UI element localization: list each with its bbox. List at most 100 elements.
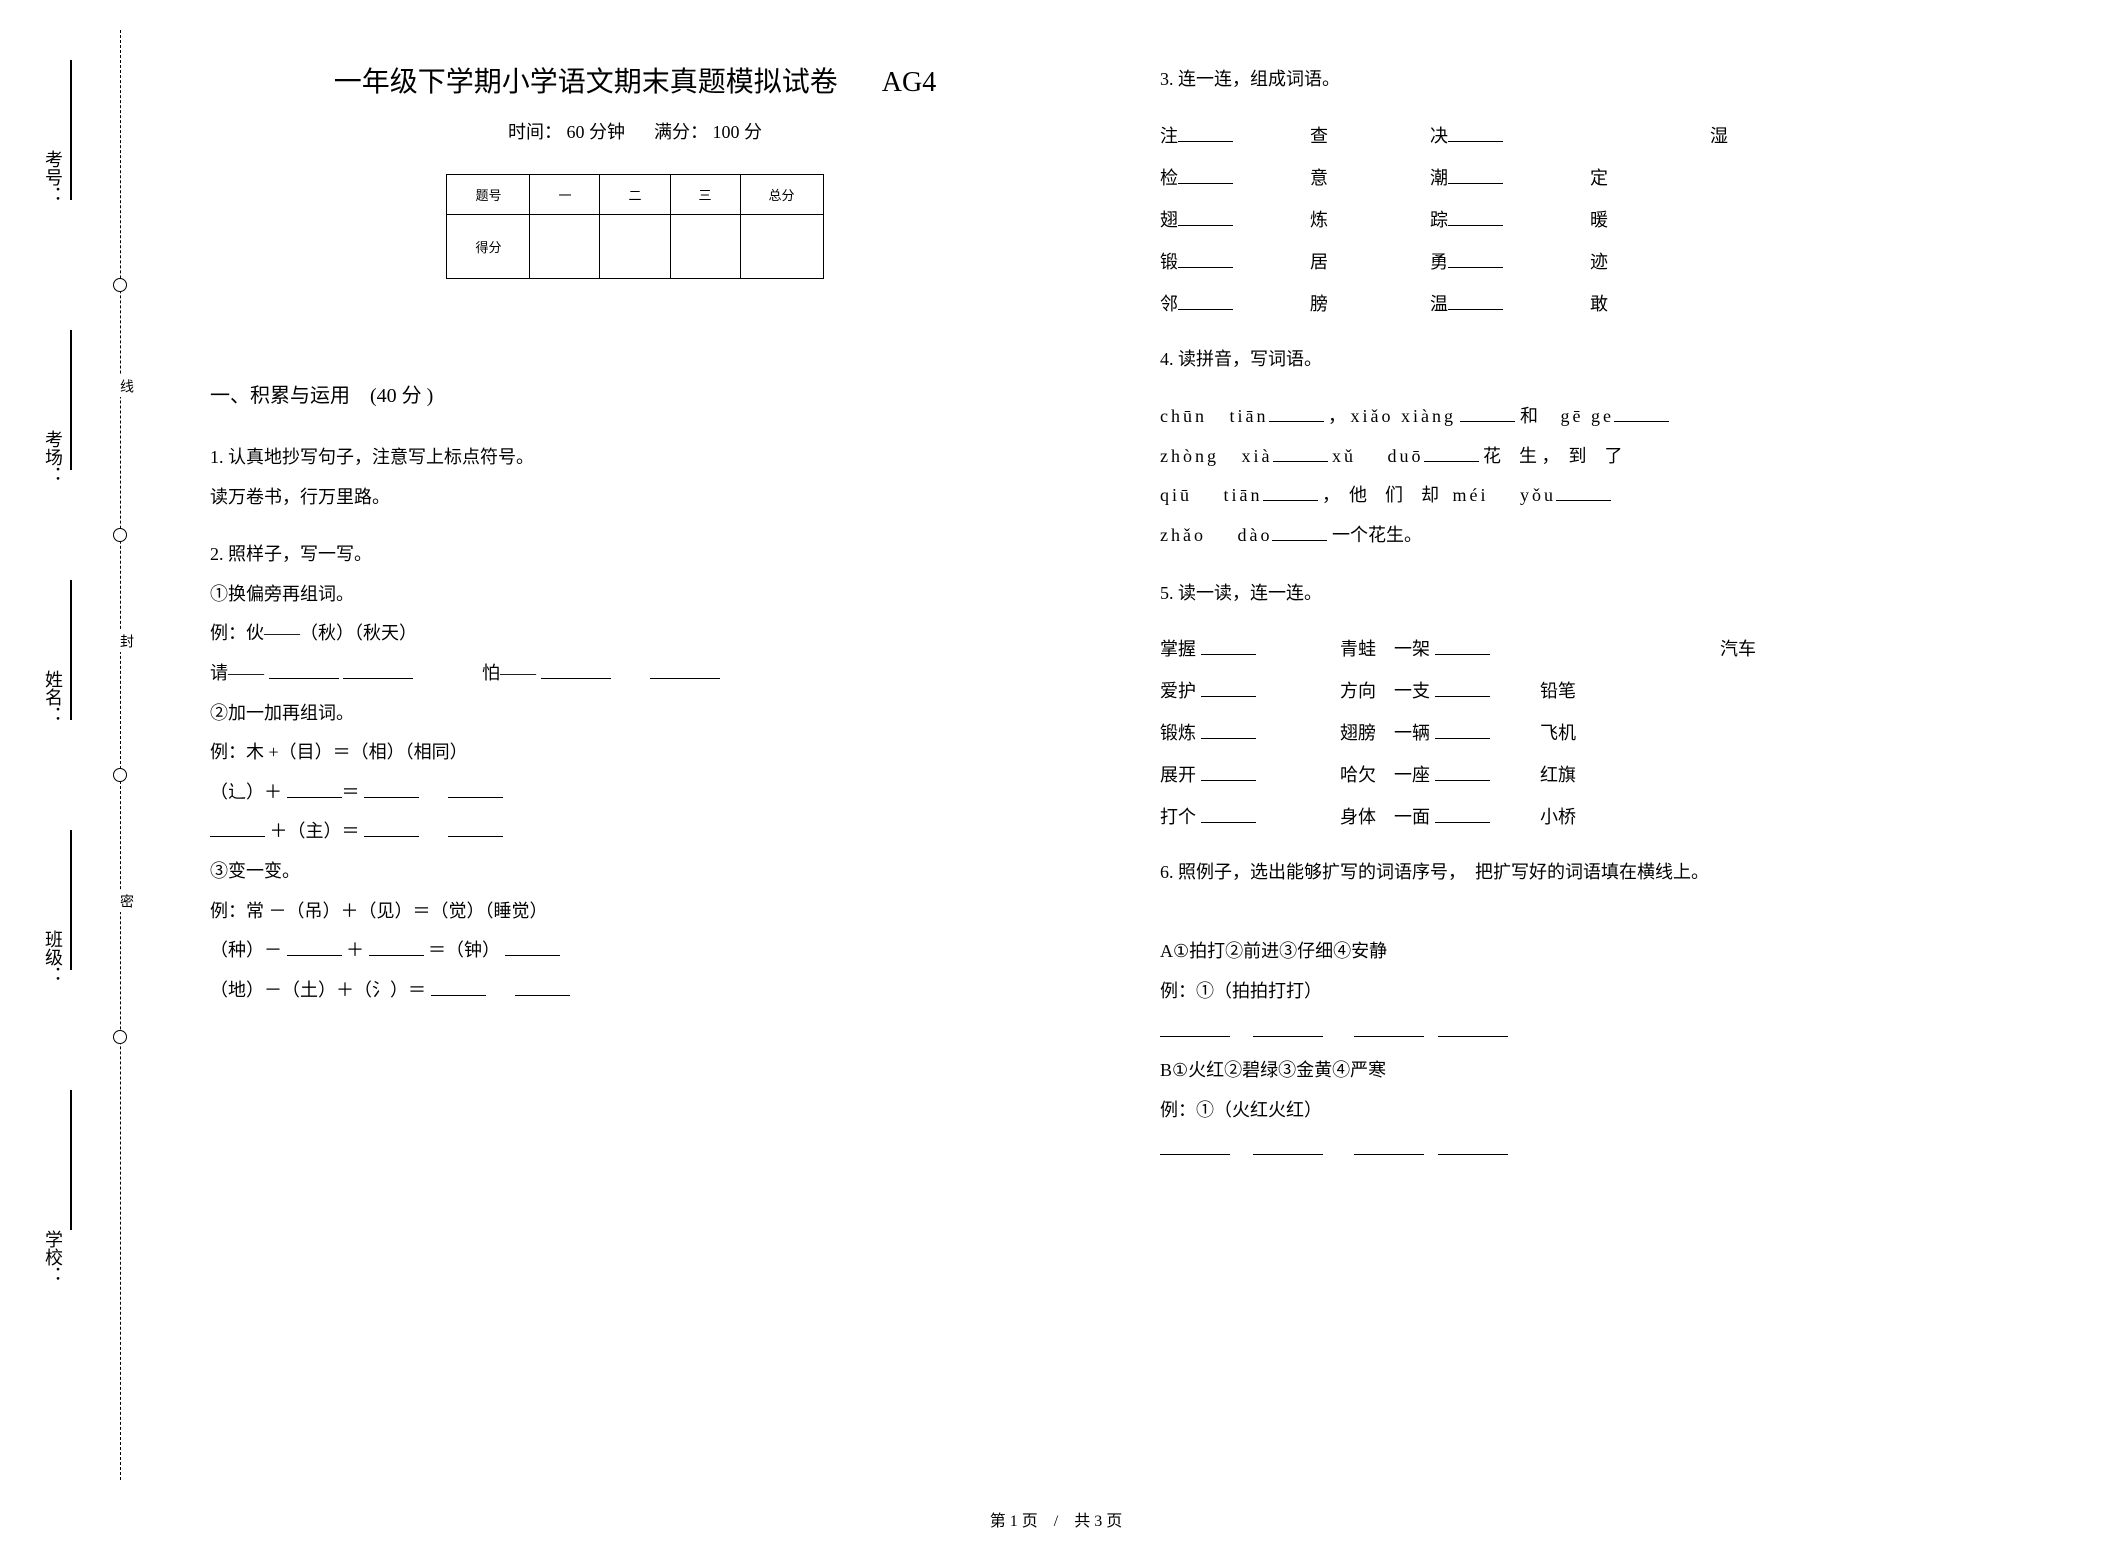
score-h-1: 一 bbox=[530, 175, 600, 215]
q5-r3c0: 展开 bbox=[1160, 757, 1340, 793]
q3-r1c3: 定 bbox=[1590, 160, 1710, 196]
q2: 2. 照样子，写一写。 ①换偏旁再组词。 例：伙——（秋）（秋天） 请—— 怕—… bbox=[210, 535, 1060, 1010]
q5-num: 5. bbox=[1160, 583, 1174, 603]
q3-r0c3: 湿 bbox=[1710, 118, 1830, 154]
q2-p1-a-blank1[interactable] bbox=[269, 661, 339, 679]
q4-l3-c: ， 他 们 却 bbox=[1322, 485, 1439, 505]
exam-code: AG4 bbox=[882, 67, 936, 98]
q6-a-label: A①拍打②前进③仔细④安静 bbox=[1160, 941, 1387, 961]
q2-p3-ex: 例：常 －（吊）＋（见）＝（觉）（睡觉） bbox=[210, 901, 548, 921]
q3-r2c1: 炼 bbox=[1310, 202, 1430, 238]
q4-l1-a: chūn bbox=[1160, 406, 1207, 426]
q6-b-blank1[interactable] bbox=[1160, 1137, 1230, 1155]
q5-r2c2: 飞机 bbox=[1540, 715, 1720, 751]
q2-p2-a-blank2[interactable] bbox=[364, 780, 419, 798]
score-cell-3[interactable] bbox=[670, 215, 740, 279]
q1-prompt: 认真地抄写句子，注意写上标点符号。 bbox=[228, 447, 534, 467]
q2-p1-b-blank2[interactable] bbox=[650, 661, 720, 679]
q1: 1. 认真地抄写句子，注意写上标点符号。 读万卷书，行万里路。 bbox=[210, 438, 1060, 517]
q4-l1-blank1[interactable] bbox=[1269, 404, 1324, 422]
binding-underline-4 bbox=[70, 1090, 72, 1230]
q6-b-blank4[interactable] bbox=[1438, 1137, 1508, 1155]
q6-a-blank2[interactable] bbox=[1253, 1019, 1323, 1037]
section-1-heading: 一、积累与运用 (40 分 ) bbox=[210, 379, 1060, 408]
q5-grid: 掌握 青蛙 一架 汽车 爱护 方向 一支 铅笔 锻炼 翅膀 一辆 飞机 展开 哈… bbox=[1160, 631, 2010, 835]
binding-circle-3 bbox=[113, 1030, 127, 1044]
q2-p1-a-blank2[interactable] bbox=[343, 661, 413, 679]
fold-dashed-line bbox=[120, 30, 121, 1480]
q4-l1-b: tiān bbox=[1230, 406, 1269, 426]
q6-b-blank2[interactable] bbox=[1253, 1137, 1323, 1155]
q3-r1c0: 检 bbox=[1160, 160, 1310, 196]
content-area: 一年级下学期小学语文期末真题模拟试卷 AG4 时间： 60 分钟 满分： 100… bbox=[210, 60, 2060, 1460]
q5-r0c2 bbox=[1540, 631, 1720, 667]
score-header-row: 题号 一 二 三 总分 bbox=[447, 175, 823, 215]
q4-l1-blank3[interactable] bbox=[1614, 404, 1669, 422]
q3-r4c0: 邻 bbox=[1160, 286, 1310, 322]
q4-l4-b: dào bbox=[1237, 525, 1272, 545]
q2-p3-a-blank1[interactable] bbox=[287, 938, 342, 956]
q6-num: 6. bbox=[1160, 862, 1174, 882]
q3-r3c1: 居 bbox=[1310, 244, 1430, 280]
q6-a-blank4[interactable] bbox=[1438, 1019, 1508, 1037]
q5-prompt: 读一读，连一连。 bbox=[1178, 583, 1322, 603]
q2-num: 2. bbox=[210, 544, 224, 564]
q4-l4-blank1[interactable] bbox=[1272, 523, 1327, 541]
q2-p1-b-blank1[interactable] bbox=[541, 661, 611, 679]
q2-p3-a-blank3[interactable] bbox=[505, 938, 560, 956]
q2-p1-ex: 例：伙——（秋）（秋天） bbox=[210, 623, 417, 643]
q3-r3c2: 勇 bbox=[1430, 244, 1590, 280]
q2-p2-a-blank3[interactable] bbox=[448, 780, 503, 798]
score-cell-total[interactable] bbox=[740, 215, 823, 279]
q5-r2c1: 翅膀 一辆 bbox=[1340, 715, 1540, 751]
q3-grid: 注 查 决 湿 检 意 潮 定 翅 炼 踪 暖 锻 居 勇 迹 邻 膀 温 敢 bbox=[1160, 118, 2010, 322]
q2-p3-a-blank2[interactable] bbox=[369, 938, 424, 956]
q6-b-ex: 例：①（火红火红） bbox=[1160, 1100, 1322, 1120]
q4-l2-blank1[interactable] bbox=[1273, 444, 1328, 462]
q3-r1c2: 潮 bbox=[1430, 160, 1590, 196]
binding-label-kaohao: 考号： bbox=[40, 150, 66, 204]
q4-l1-blank2[interactable] bbox=[1460, 404, 1515, 422]
q2-p2-a-blank1[interactable] bbox=[287, 780, 342, 798]
q2-p3-b-blank2[interactable] bbox=[515, 978, 570, 996]
score-cell-1[interactable] bbox=[530, 215, 600, 279]
binding-label-banji: 班级： bbox=[40, 930, 66, 984]
q4-l3-d: méi bbox=[1453, 485, 1489, 505]
q2-p3-b-blank1[interactable] bbox=[431, 978, 486, 996]
q4-num: 4. bbox=[1160, 349, 1174, 369]
q4-l2-e: 花 生 ， 到 了 bbox=[1483, 446, 1623, 466]
q2-p2-ex: 例：木 +（目）＝（相）（相同） bbox=[210, 742, 468, 762]
q5: 5. 读一读，连一连。 bbox=[1160, 574, 2010, 614]
q4-l2-a: zhòng bbox=[1160, 446, 1219, 466]
q2-p3-b: （地）－（土）＋（氵）＝ bbox=[210, 980, 426, 1000]
q6-a-blank3[interactable] bbox=[1354, 1019, 1424, 1037]
seal-char-feng: 封 bbox=[115, 630, 135, 652]
q5-r0c1: 青蛙 一架 bbox=[1340, 631, 1540, 667]
score-cell-2[interactable] bbox=[600, 215, 670, 279]
q5-r4c1: 身体 一面 bbox=[1340, 799, 1540, 835]
q5-r1c1: 方向 一支 bbox=[1340, 673, 1540, 709]
q2-p2-label: ②加一加再组词。 bbox=[210, 703, 354, 723]
binding-underline-3 bbox=[70, 830, 72, 970]
q6-a-blank1[interactable] bbox=[1160, 1019, 1230, 1037]
binding-label-xuexiao: 学校： bbox=[40, 1230, 66, 1284]
exam-title-text: 一年级下学期小学语文期末真题模拟试卷 bbox=[334, 67, 838, 98]
q3-r0c0: 注 bbox=[1160, 118, 1310, 154]
binding-circle-2 bbox=[113, 768, 127, 782]
binding-underline-1 bbox=[70, 330, 72, 470]
q4-l3-blank2[interactable] bbox=[1556, 483, 1611, 501]
q4-l3-blank1[interactable] bbox=[1263, 483, 1318, 501]
q5-r4c2: 小桥 bbox=[1540, 799, 1720, 835]
binding-underline-0 bbox=[70, 60, 72, 200]
q5-r1c0: 爱护 bbox=[1160, 673, 1340, 709]
q2-p2-b-blank3[interactable] bbox=[448, 819, 503, 837]
q5-r3c1: 哈欠 一座 bbox=[1340, 757, 1540, 793]
q6-b-blank3[interactable] bbox=[1354, 1137, 1424, 1155]
q4-l2-blank2[interactable] bbox=[1424, 444, 1479, 462]
binding-margin: 考号： 线 考场： 封 姓名： 密 班级： 学校： bbox=[40, 30, 160, 1480]
q3-r0c1: 查 bbox=[1310, 118, 1430, 154]
q5-r2c0: 锻炼 bbox=[1160, 715, 1340, 751]
time-value: 60 分钟 bbox=[567, 122, 626, 142]
q2-p2-b-blank1[interactable] bbox=[210, 819, 265, 837]
q2-p2-b-blank2[interactable] bbox=[364, 819, 419, 837]
